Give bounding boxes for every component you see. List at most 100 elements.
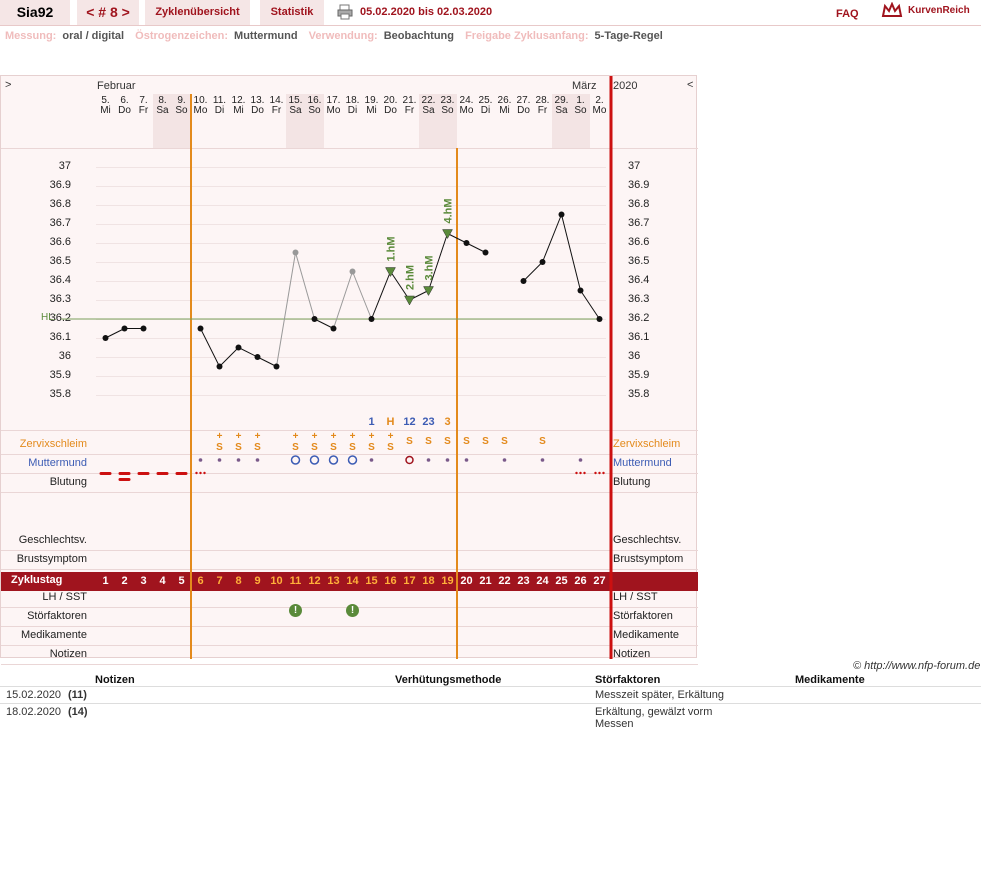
- cycle-day-number[interactable]: 19: [441, 575, 454, 587]
- day-date: 11.: [212, 95, 227, 106]
- day-date: 8.: [158, 95, 167, 106]
- cycle-day-number[interactable]: 26: [574, 575, 587, 587]
- day-header[interactable]: 26. Mi: [495, 96, 514, 116]
- day-header[interactable]: 28. Fr: [533, 96, 552, 116]
- stoerfaktor-icon[interactable]: !: [289, 604, 302, 617]
- mucus-mark[interactable]: S: [539, 436, 546, 447]
- mucus-mark[interactable]: + S: [216, 431, 223, 453]
- day-header[interactable]: 1. So: [571, 96, 590, 116]
- cycle-day-number[interactable]: 8: [235, 575, 242, 587]
- cycle-day-number[interactable]: 23: [517, 575, 530, 587]
- mucus-mark[interactable]: + S: [330, 431, 337, 453]
- day-header[interactable]: 19. Mi: [362, 96, 381, 116]
- day-header[interactable]: 8. Sa: [153, 96, 172, 116]
- curve-segment: [219, 347, 239, 367]
- cycle-day-number[interactable]: 14: [346, 575, 359, 587]
- day-header[interactable]: 5. Mi: [96, 96, 115, 116]
- mucus-mark[interactable]: + S: [254, 431, 261, 453]
- cycle-day-number[interactable]: 20: [460, 575, 473, 587]
- curve-segment: [428, 233, 448, 291]
- day-header[interactable]: 17. Mo: [324, 96, 343, 116]
- temperature-point: [121, 325, 128, 332]
- cycle-day-number[interactable]: 16: [384, 575, 397, 587]
- y-tick-label: 36.7: [49, 217, 71, 229]
- row-stoer: Erkältung, gewälzt vorm Messen: [595, 706, 713, 730]
- cycle-day-number[interactable]: 22: [498, 575, 511, 587]
- mucus-mark[interactable]: + S: [235, 431, 242, 453]
- cycle-day-number[interactable]: 7: [216, 575, 223, 587]
- day-header[interactable]: 24. Mo: [457, 96, 476, 116]
- mucus-mark[interactable]: + S: [349, 431, 356, 453]
- cycle-day-number[interactable]: 25: [555, 575, 568, 587]
- day-header[interactable]: 6. Do: [115, 96, 134, 116]
- cycle-day-number[interactable]: 3: [140, 575, 147, 587]
- mucus-mark[interactable]: S: [406, 436, 413, 447]
- day-header[interactable]: 16. So: [305, 96, 324, 116]
- cycle-day-number[interactable]: 6: [197, 575, 204, 587]
- row-label-right-medi: Medikamente: [613, 629, 680, 641]
- temperature-point-hm: [442, 229, 453, 240]
- cycle-day-number[interactable]: 21: [479, 575, 492, 587]
- cycle-day-number[interactable]: 13: [327, 575, 340, 587]
- cycle-day-number[interactable]: 1: [102, 575, 109, 587]
- cycle-day-number[interactable]: 4: [159, 575, 166, 587]
- day-header[interactable]: 9. So: [172, 96, 191, 116]
- day-header[interactable]: 23. So: [438, 96, 457, 116]
- cycle-day-number[interactable]: 5: [178, 575, 185, 587]
- weekend-column: [571, 94, 590, 148]
- muttermund-mark: [464, 458, 469, 462]
- temperature-point: [558, 211, 565, 218]
- tab-statistik[interactable]: Statistik: [260, 0, 324, 25]
- mucus-mark[interactable]: + S: [311, 431, 318, 453]
- cycle-navigation[interactable]: < # 8 >: [77, 0, 139, 25]
- expand-right-arrow[interactable]: <: [687, 79, 694, 91]
- day-header[interactable]: 7. Fr: [134, 96, 153, 116]
- hochlage-label: HL:: [41, 312, 57, 323]
- cycle-day-number[interactable]: 27: [593, 575, 606, 587]
- day-header[interactable]: 2. Mo: [590, 96, 609, 116]
- cycle-day-number[interactable]: 15: [365, 575, 378, 587]
- mucus-mark[interactable]: + S: [292, 431, 299, 453]
- mucus-mark[interactable]: + S: [387, 431, 394, 453]
- cycle-day-number[interactable]: 11: [289, 575, 302, 587]
- expand-left-arrow[interactable]: >: [5, 79, 12, 91]
- cycle-day-number[interactable]: 2: [121, 575, 128, 587]
- cycle-day-number[interactable]: 18: [422, 575, 435, 587]
- stoerfaktor-icon[interactable]: !: [346, 604, 359, 617]
- day-header[interactable]: 14. Fr: [267, 96, 286, 116]
- cycle-day-number[interactable]: 12: [308, 575, 321, 587]
- mucus-mark[interactable]: + S: [368, 431, 375, 453]
- printer-icon[interactable]: [337, 4, 353, 20]
- brand-logo[interactable]: KurvenReich: [908, 5, 970, 16]
- day-header[interactable]: 18. Di: [343, 96, 362, 116]
- tab-zyklenuebersicht[interactable]: Zyklenübersicht: [145, 0, 250, 25]
- cycle-day-number[interactable]: 24: [536, 575, 549, 587]
- mucus-mark[interactable]: S: [501, 436, 508, 447]
- day-weekday: Mo: [193, 105, 208, 116]
- day-header[interactable]: 11. Di: [210, 96, 229, 116]
- verwendung-label: Verwendung:: [308, 30, 378, 42]
- muttermund-mark: [198, 458, 203, 462]
- faq-link[interactable]: FAQ: [836, 8, 859, 20]
- day-header[interactable]: 12. Mi: [229, 96, 248, 116]
- day-header[interactable]: 29. Sa: [552, 96, 571, 116]
- day-header[interactable]: 10. Mo: [191, 96, 210, 116]
- day-header[interactable]: 15. Sa: [286, 96, 305, 116]
- day-header[interactable]: 13. Do: [248, 96, 267, 116]
- day-date: 5.: [101, 95, 110, 106]
- cycle-day-number[interactable]: 17: [403, 575, 416, 587]
- mucus-mark[interactable]: S: [463, 436, 470, 447]
- day-header[interactable]: 27. Do: [514, 96, 533, 116]
- cycle-day-number[interactable]: 9: [254, 575, 261, 587]
- mucus-mark[interactable]: S: [425, 436, 432, 447]
- temperature-point: [539, 259, 546, 265]
- mucus-mark[interactable]: S: [482, 436, 489, 447]
- day-header[interactable]: 20. Do: [381, 96, 400, 116]
- mucus-mark[interactable]: S: [444, 436, 451, 447]
- cycle-day-number[interactable]: 10: [270, 575, 283, 587]
- day-header[interactable]: 21. Fr: [400, 96, 419, 116]
- day-header[interactable]: 22. Sa: [419, 96, 438, 116]
- row-label-right-notizen: Notizen: [613, 648, 651, 660]
- y-tick-label: 36.9: [49, 179, 71, 191]
- day-header[interactable]: 25. Di: [476, 96, 495, 116]
